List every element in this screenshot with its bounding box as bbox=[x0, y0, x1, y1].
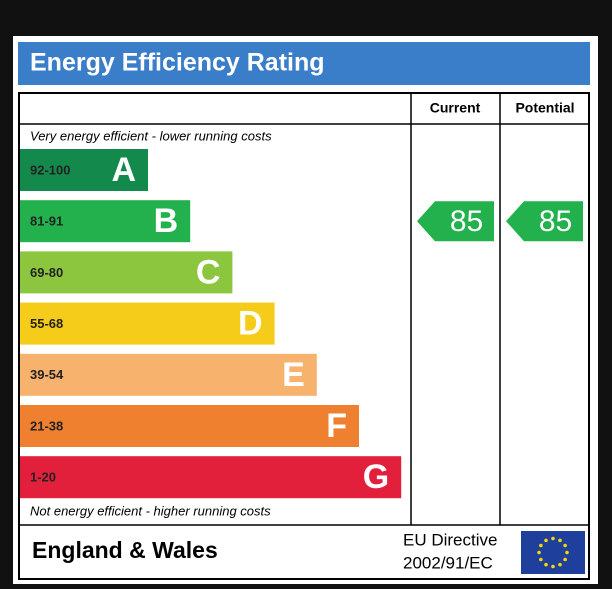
bottom-note: Not energy efficient - higher running co… bbox=[30, 503, 271, 518]
band-letter: C bbox=[196, 253, 221, 291]
band-letter: G bbox=[363, 458, 389, 496]
band bbox=[20, 149, 148, 191]
top-note: Very energy efficient - lower running co… bbox=[30, 128, 272, 143]
star bbox=[563, 557, 567, 562]
rating-value: 85 bbox=[539, 205, 572, 238]
band bbox=[20, 353, 317, 396]
column-header: Potential bbox=[515, 100, 574, 116]
region: England & Wales bbox=[32, 537, 218, 563]
star bbox=[544, 562, 548, 567]
directive: EU Directive bbox=[403, 530, 497, 549]
eu-flag bbox=[521, 531, 585, 574]
rating-value: 85 bbox=[450, 205, 483, 238]
band-range: 21-38 bbox=[30, 418, 63, 433]
band-range: 92-100 bbox=[30, 162, 70, 177]
band-letter: A bbox=[111, 151, 136, 189]
band-letter: D bbox=[238, 305, 263, 343]
star bbox=[544, 538, 548, 543]
rating-arrow bbox=[506, 201, 583, 242]
band-letter: B bbox=[154, 202, 179, 240]
band-range: 55-68 bbox=[30, 316, 63, 331]
band bbox=[20, 456, 402, 499]
star bbox=[551, 564, 555, 569]
directive-code: 2002/91/EC bbox=[403, 553, 493, 572]
frame bbox=[18, 92, 590, 580]
band bbox=[20, 405, 359, 447]
band bbox=[20, 200, 191, 243]
star bbox=[558, 538, 562, 543]
title: Energy Efficiency Rating bbox=[30, 49, 325, 77]
band-letter: F bbox=[326, 407, 347, 445]
band-range: 39-54 bbox=[30, 367, 64, 382]
rating-arrow bbox=[417, 201, 494, 242]
band bbox=[20, 251, 233, 294]
band-letter: E bbox=[282, 356, 305, 394]
star bbox=[539, 557, 543, 562]
star bbox=[537, 550, 541, 555]
star bbox=[551, 536, 555, 541]
band-range: 81-91 bbox=[30, 214, 63, 229]
star bbox=[539, 543, 543, 548]
star bbox=[563, 543, 567, 548]
star bbox=[558, 562, 562, 567]
band-range: 1-20 bbox=[30, 470, 56, 485]
band-range: 69-80 bbox=[30, 265, 63, 280]
star bbox=[565, 550, 569, 555]
column-header: Current bbox=[430, 100, 481, 116]
title-bar bbox=[18, 42, 590, 85]
band bbox=[20, 302, 275, 345]
